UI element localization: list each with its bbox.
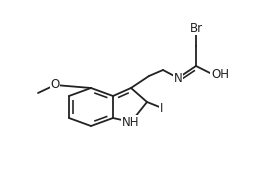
Text: OH: OH xyxy=(211,68,229,81)
Text: I: I xyxy=(160,101,164,114)
Text: O: O xyxy=(50,78,60,92)
Text: N: N xyxy=(174,72,182,85)
Text: Br: Br xyxy=(189,22,202,34)
Text: NH: NH xyxy=(122,116,140,129)
